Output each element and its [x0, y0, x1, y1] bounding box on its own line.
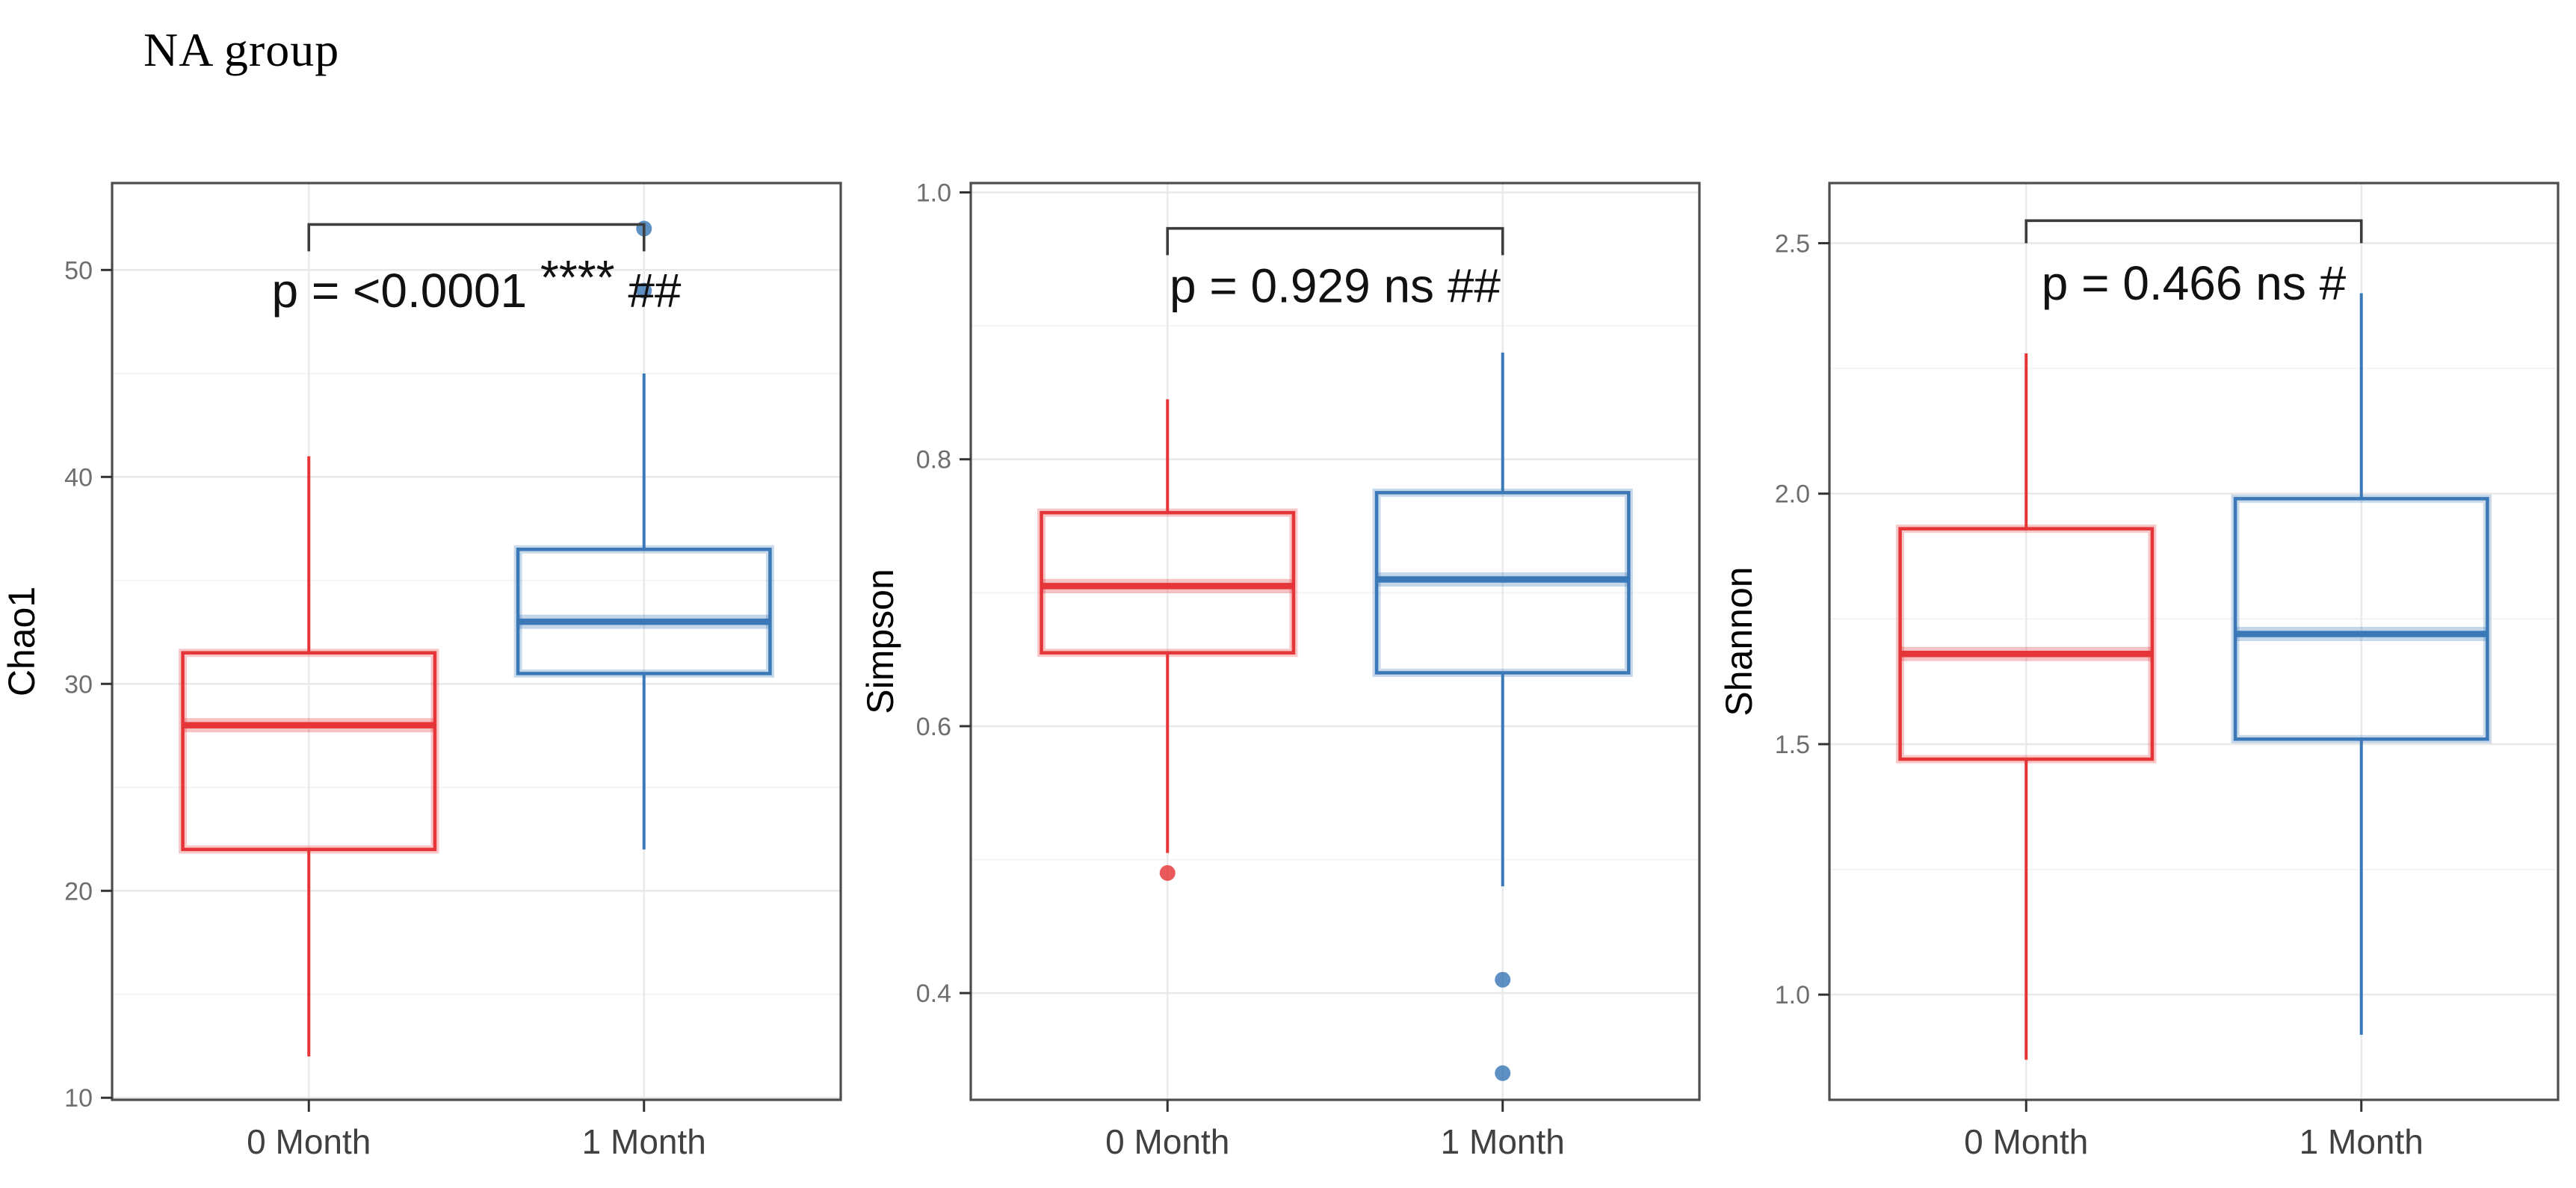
- box-1-month: [2233, 497, 2489, 741]
- y-tick-label: 40: [64, 463, 93, 492]
- panel-background: [971, 183, 1699, 1100]
- x-tick-label: 0 Month: [247, 1122, 371, 1161]
- y-axis-title: Chao1: [1, 587, 43, 696]
- panel-border: [111, 182, 842, 1101]
- box-1-month: [516, 547, 772, 675]
- y-tick-label: 0.8: [916, 446, 951, 474]
- p-value-annotation: p = 0.929 ns ##: [1170, 259, 1501, 313]
- box-0-month: [1040, 510, 1296, 655]
- y-tick-label: 0.6: [916, 713, 951, 741]
- y-tick-label: 2.0: [1775, 480, 1810, 509]
- panel-border: [969, 182, 1701, 1101]
- p-value-annotation: p = 0.466 ns #: [2042, 256, 2347, 310]
- charts-row: p = <0.0001 ****​ ## 10 20 30 40 50 0 Month 1 M…: [0, 112, 2576, 1188]
- outlier-dot-1-month: [1495, 1065, 1511, 1081]
- panel-background: [1829, 183, 2558, 1100]
- box-0-month: [181, 651, 437, 852]
- chao1-boxplot: p = <0.0001 ****​ ## 10 20 30 40 50 0 Month 1 M…: [1, 182, 842, 1161]
- box-1-month: [1374, 491, 1631, 675]
- x-tick-label: 0 Month: [1105, 1122, 1229, 1161]
- box-0-month: [1898, 527, 2155, 761]
- x-tick-label: 1 Month: [1441, 1122, 1565, 1161]
- y-tick-label: 30: [64, 670, 93, 699]
- y-axis-title: Shannon: [1718, 566, 1760, 716]
- figure-title: NA group: [143, 23, 340, 76]
- y-tick-label: 0.4: [916, 980, 951, 1008]
- significance-bracket: [1166, 226, 1504, 256]
- significance-bracket: [307, 223, 646, 252]
- x-tick-label: 1 Month: [582, 1122, 706, 1161]
- y-tick-label: 20: [64, 877, 93, 906]
- simpson-boxplot: p = 0.929 ns ## 0.4 0.6 0.8 1.0 0 Month 1 Mont…: [859, 179, 1701, 1161]
- significance-bracket: [2024, 219, 2363, 244]
- p-value-annotation: p = <0.0001 ****​ ##: [271, 250, 681, 318]
- y-tick-label: 10: [64, 1084, 93, 1113]
- panel-background: [112, 183, 841, 1100]
- y-axis-title: Simpson: [859, 569, 901, 714]
- outlier-dot-1-month: [1495, 971, 1511, 988]
- outlier-dot-0-month: [1159, 864, 1176, 881]
- shannon-boxplot: p = 0.466 ns # 1.0 1.5 2.0 2.5 0 Month 1 Month…: [1718, 182, 2560, 1161]
- panel-border: [1828, 182, 2560, 1101]
- y-tick-label: 2.5: [1775, 229, 1810, 258]
- x-tick-label: 1 Month: [2299, 1122, 2424, 1161]
- y-tick-label: 50: [64, 256, 93, 285]
- x-tick-label: 0 Month: [1964, 1122, 2088, 1161]
- outlier-dot-1-month: [636, 282, 652, 299]
- y-tick-label: 1.5: [1775, 731, 1810, 759]
- y-tick-label: 1.0: [916, 179, 951, 208]
- y-tick-label: 1.0: [1775, 981, 1810, 1009]
